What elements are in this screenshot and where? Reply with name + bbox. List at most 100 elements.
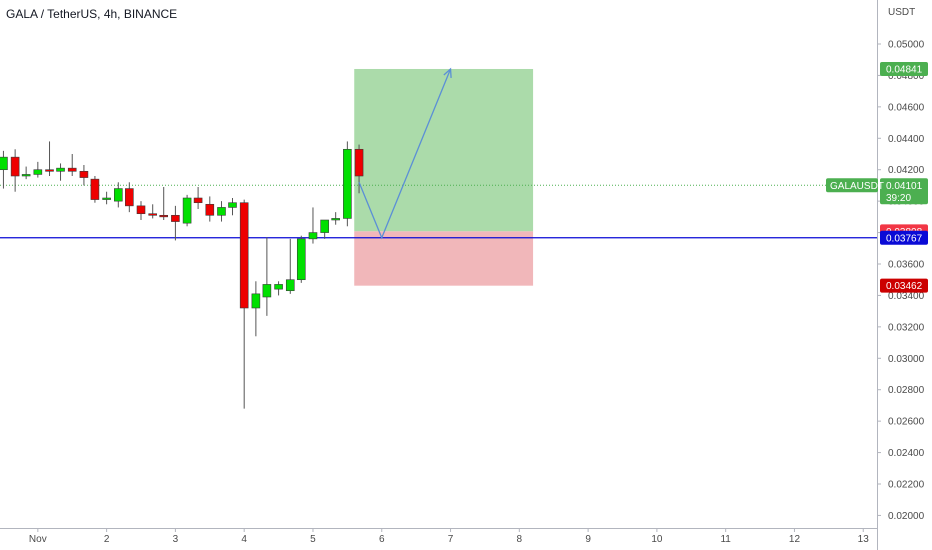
price-tags: 0.048410.0410139:20GALAUSDT0.038080.0376… xyxy=(826,61,928,293)
candle xyxy=(79,165,89,186)
candle xyxy=(21,166,31,180)
y-tick-label: 0.04400 xyxy=(888,134,925,145)
candle xyxy=(182,194,192,227)
x-tick-label: 4 xyxy=(241,534,247,545)
x-tick-label: 6 xyxy=(379,534,385,545)
candle-body xyxy=(148,213,158,216)
candle-body xyxy=(228,202,237,208)
candle-body xyxy=(320,219,329,233)
candle xyxy=(274,281,283,296)
x-tick-label: 10 xyxy=(651,534,663,545)
candle xyxy=(136,201,146,220)
candle xyxy=(33,161,43,178)
price-axis-currency: USDT xyxy=(888,7,915,18)
candle-body xyxy=(331,218,340,221)
candle xyxy=(320,219,329,239)
candle-body xyxy=(67,167,77,172)
candle-body xyxy=(159,214,169,218)
y-tick-label: 0.02800 xyxy=(888,385,925,396)
candle-body xyxy=(171,214,180,222)
y-tick-label: 0.04200 xyxy=(888,165,925,176)
candle xyxy=(331,212,340,225)
price-tag-countdown: 39:20 xyxy=(886,193,911,204)
candle-body xyxy=(182,197,192,224)
candle xyxy=(148,204,158,219)
candle-body xyxy=(354,148,364,177)
candle xyxy=(0,150,8,189)
candle-body xyxy=(285,279,295,292)
candle-body xyxy=(45,169,54,172)
candle-body xyxy=(262,284,272,298)
time-axis[interactable]: Nov 2 3 4 5 6 7 8 9 10 11 12 13 xyxy=(29,528,869,545)
projection-path[interactable] xyxy=(358,67,452,240)
candle-body xyxy=(114,188,123,202)
candle xyxy=(114,182,123,208)
symbol-tag xyxy=(826,178,878,193)
candle xyxy=(56,163,65,181)
candle-body xyxy=(90,178,100,200)
y-tick-label: 0.03000 xyxy=(888,354,925,365)
x-tick-label: 13 xyxy=(858,534,870,545)
candle-body xyxy=(343,148,352,219)
candle-body xyxy=(0,156,8,171)
x-tick-label: 2 xyxy=(104,534,110,545)
candle-body xyxy=(274,284,283,290)
candle xyxy=(159,187,169,220)
candle xyxy=(90,176,100,203)
candle-body xyxy=(33,169,43,175)
candle-body xyxy=(102,197,111,200)
y-tick-label: 0.04600 xyxy=(888,102,925,113)
projection-line[interactable] xyxy=(358,68,452,240)
price-tag-label: 0.03767 xyxy=(886,233,923,244)
candle xyxy=(308,207,318,244)
candle-body xyxy=(136,205,146,215)
candle xyxy=(296,235,306,283)
candle-body xyxy=(56,167,65,172)
candle xyxy=(217,201,226,222)
profit-zone xyxy=(354,68,534,232)
candle-body xyxy=(10,156,20,177)
y-tick-label: 0.03200 xyxy=(888,322,925,333)
candle-body xyxy=(251,293,261,309)
x-tick-label: Nov xyxy=(29,534,47,545)
candle xyxy=(262,237,272,316)
price-tag xyxy=(880,61,928,76)
candle-body xyxy=(239,202,249,309)
candlestick-series xyxy=(0,141,364,409)
x-tick-label: 8 xyxy=(517,534,523,545)
candle xyxy=(354,144,364,194)
price-tag xyxy=(880,278,928,293)
y-tick-label: 0.02400 xyxy=(888,448,925,459)
candle-body xyxy=(308,232,318,240)
price-tag xyxy=(880,178,928,205)
candle xyxy=(171,205,180,241)
candle-body xyxy=(193,197,203,204)
candle xyxy=(45,141,54,176)
x-tick-label: 12 xyxy=(789,534,801,545)
long-position-tool[interactable] xyxy=(354,68,534,286)
candle xyxy=(10,149,20,192)
candle-body xyxy=(125,188,134,207)
y-tick-label: 0.03400 xyxy=(888,291,925,302)
candle xyxy=(343,141,352,227)
candle-body xyxy=(217,207,226,216)
candle xyxy=(205,196,215,222)
y-tick-label: 0.02000 xyxy=(888,511,925,522)
y-tick-label: 0.02600 xyxy=(888,417,925,428)
candle-body xyxy=(79,170,89,178)
loss-zone xyxy=(354,231,534,286)
candle-body xyxy=(205,203,215,216)
candle xyxy=(239,199,249,409)
candle-body xyxy=(296,238,306,281)
price-tag xyxy=(880,230,928,245)
candle xyxy=(193,187,203,209)
candle xyxy=(285,238,295,294)
y-tick-label: 0.02200 xyxy=(888,480,925,491)
price-lines xyxy=(0,184,877,239)
arrow-head-icon xyxy=(443,67,452,79)
x-tick-label: 7 xyxy=(448,534,454,545)
x-tick-label: 5 xyxy=(310,534,316,545)
symbol-tag-label: GALAUSDT xyxy=(830,181,884,192)
y-tick-label: 0.03600 xyxy=(888,260,925,271)
